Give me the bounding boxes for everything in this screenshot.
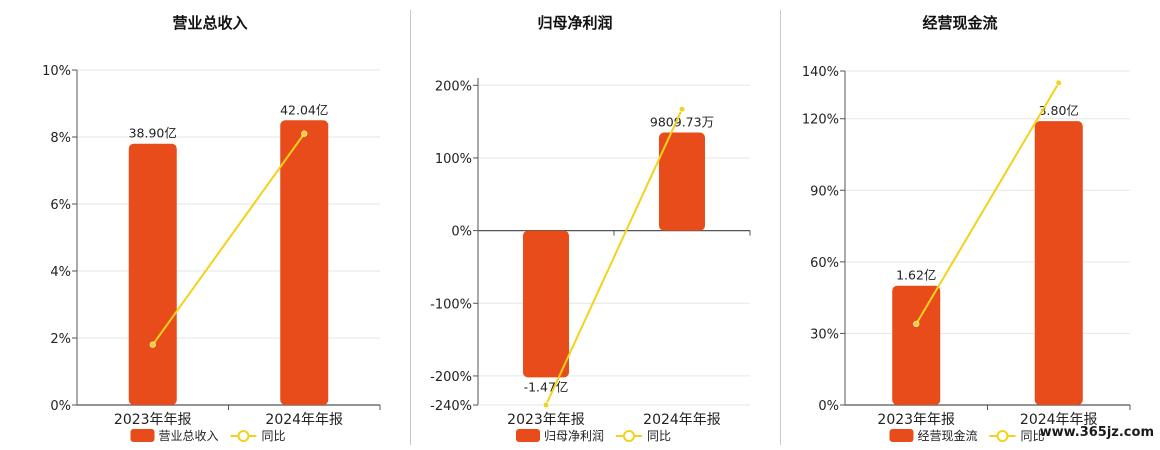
chart-title: 归母净利润 — [537, 14, 612, 32]
legend-line-marker — [996, 430, 1009, 442]
y-tick-label: 120% — [802, 113, 839, 128]
y-tick-label: 6% — [50, 198, 71, 213]
legend-bar-swatch — [889, 429, 914, 442]
bar — [128, 143, 177, 405]
yoy-line — [151, 133, 306, 346]
bar-data-label: 38.90亿 — [129, 126, 177, 141]
chart-panel-net-profit: 归母净利润 -240% -200% -100% 0% 100% 200% 2023年年报 202… — [411, 0, 780, 450]
y-tick-label: -100% — [430, 297, 472, 312]
divider — [780, 10, 781, 445]
legend-line-marker — [237, 430, 250, 442]
bar — [892, 285, 941, 405]
legend-bar-label: 营业总收入 — [159, 429, 219, 443]
bar — [523, 230, 569, 378]
x-tick-label: 2023年年报 — [114, 412, 192, 428]
watermark: www.365jz.com — [1039, 425, 1154, 440]
yoy-point — [149, 341, 156, 348]
divider — [410, 10, 411, 445]
x-tick-label: 2024年年报 — [643, 412, 721, 428]
y-tick-label: 0% — [50, 399, 71, 414]
legend-bar-swatch — [516, 429, 540, 442]
y-tick-label: 0% — [451, 225, 472, 240]
bar — [280, 120, 329, 405]
chart-net-profit: 归母净利润 -240% -200% -100% 0% 100% 200% 2023年年报 202… — [430, 14, 751, 443]
y-tick-label: 60% — [810, 256, 839, 271]
bar — [659, 132, 705, 231]
y-tick-label: 200% — [435, 79, 472, 94]
y-tick-label: 8% — [50, 131, 71, 146]
y-tick-label: 90% — [810, 184, 839, 199]
bar-data-label: -1.47亿 — [524, 379, 569, 394]
x-tick-label: 2024年年报 — [1020, 412, 1098, 428]
chart-panel-cash-flow: 经营现金流 0% 30% 60% 90% 120% 140% 2023年年报 2024年年报 1.… — [781, 0, 1160, 450]
legend-bar-label: 归母净利润 — [544, 429, 604, 443]
yoy-line — [545, 108, 683, 406]
bar-data-label: 1.62亿 — [896, 268, 936, 283]
chart-cash-flow: 经营现金流 0% 30% 60% 90% 120% 140% 2023年年报 2024年年报 1.… — [802, 14, 1131, 443]
legend-line-marker — [623, 430, 635, 442]
yoy-point — [301, 130, 308, 137]
legend-line-label: 同比 — [262, 429, 286, 443]
y-tick-label: 140% — [802, 65, 839, 80]
legend-bar-swatch — [130, 429, 155, 442]
yoy-point — [913, 320, 920, 327]
y-tick-label: 4% — [50, 265, 71, 280]
chart-revenue: 营业总收入 0% 2% 4% 6% 8% 10% 2023年年报 2024年年报 38.90亿 42… — [42, 14, 381, 443]
y-tick-label: 100% — [435, 152, 472, 167]
bar-data-label: 42.04亿 — [280, 102, 328, 117]
chart-title: 经营现金流 — [922, 14, 997, 32]
y-tick-label: -200% — [430, 370, 472, 385]
yoy-line — [915, 82, 1060, 325]
y-tick-label: 10% — [42, 64, 71, 79]
yoy-point — [1055, 79, 1062, 87]
legend-line-label: 同比 — [647, 429, 671, 443]
x-tick-label: 2023年年报 — [507, 412, 585, 428]
y-tick-label: 0% — [818, 399, 839, 414]
y-tick-label: 2% — [50, 332, 71, 347]
y-tick-label: 30% — [810, 327, 839, 342]
y-tick-label: -240% — [430, 399, 472, 414]
x-tick-label: 2024年年报 — [265, 412, 343, 428]
x-tick-label: 2023年年报 — [877, 412, 955, 428]
chart-title: 营业总收入 — [172, 14, 247, 32]
bar — [1034, 121, 1083, 405]
bar-data-label: 9809.73万 — [650, 115, 714, 130]
chart-panel-revenue: 营业总收入 0% 2% 4% 6% 8% 10% 2023年年报 2024年年报 38.90亿 42… — [0, 0, 410, 450]
legend-bar-label: 经营现金流 — [918, 428, 978, 443]
yoy-point — [678, 106, 686, 113]
bar-data-label: 3.80亿 — [1039, 103, 1079, 118]
legend-line-label: 同比 — [1021, 429, 1045, 443]
yoy-point — [542, 401, 550, 409]
